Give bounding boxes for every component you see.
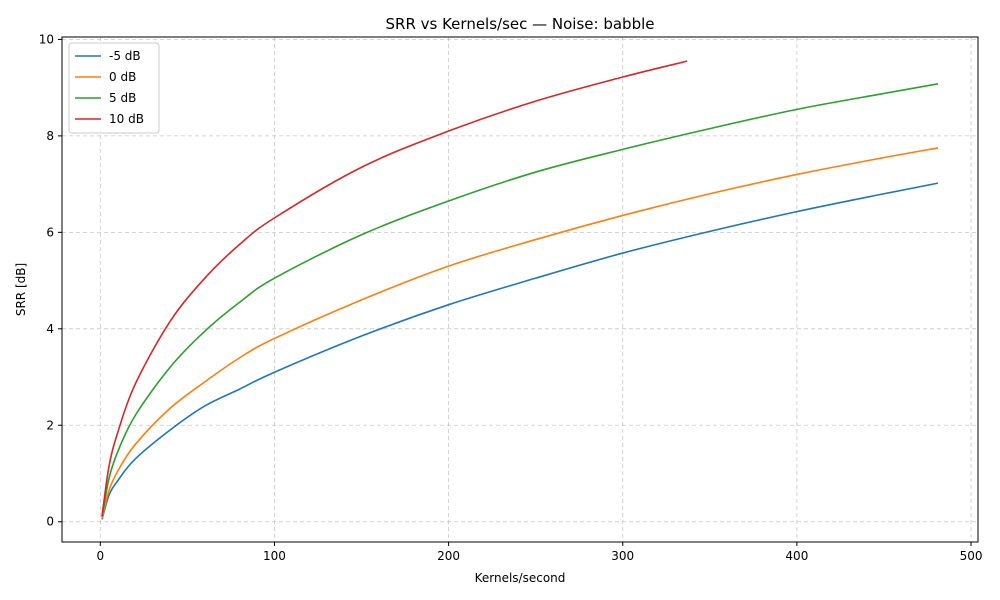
- grid: [62, 37, 978, 542]
- legend: -5 dB 0 dB 5 dB 10 dB: [68, 42, 160, 134]
- x-tick-label: 500: [960, 549, 983, 563]
- y-tick-label: 0: [46, 515, 54, 529]
- x-tick-label: 400: [785, 549, 808, 563]
- y-tick-label: 6: [46, 225, 54, 239]
- x-tick-label: 100: [263, 549, 286, 563]
- series-line-0: [101, 182, 939, 520]
- axis-ticks: 0 100 200 300 400 500 0 2 4 6 8 10: [39, 32, 983, 563]
- legend-label-1: 0 dB: [109, 70, 136, 84]
- x-tick-label: 300: [611, 549, 634, 563]
- legend-box: [68, 42, 160, 134]
- legend-label-3: 10 dB: [109, 112, 144, 126]
- x-tick-label: 200: [437, 549, 460, 563]
- x-axis-label: Kernels/second: [475, 571, 566, 585]
- series-lines: [101, 60, 939, 520]
- y-tick-label: 10: [39, 32, 54, 46]
- y-tick-label: 4: [46, 322, 54, 336]
- legend-label-0: -5 dB: [109, 49, 141, 63]
- series-line-3: [101, 60, 688, 517]
- x-tick-label: 0: [96, 549, 104, 563]
- chart-title: SRR vs Kernels/sec — Noise: babble: [386, 15, 655, 33]
- y-tick-label: 8: [46, 129, 54, 143]
- series-line-1: [101, 147, 939, 519]
- plot-frame: [61, 36, 979, 543]
- y-tick-label: 2: [46, 418, 54, 432]
- legend-label-2: 5 dB: [109, 91, 136, 105]
- y-axis-label: SRR [dB]: [14, 263, 28, 316]
- series-line-2: [101, 83, 939, 518]
